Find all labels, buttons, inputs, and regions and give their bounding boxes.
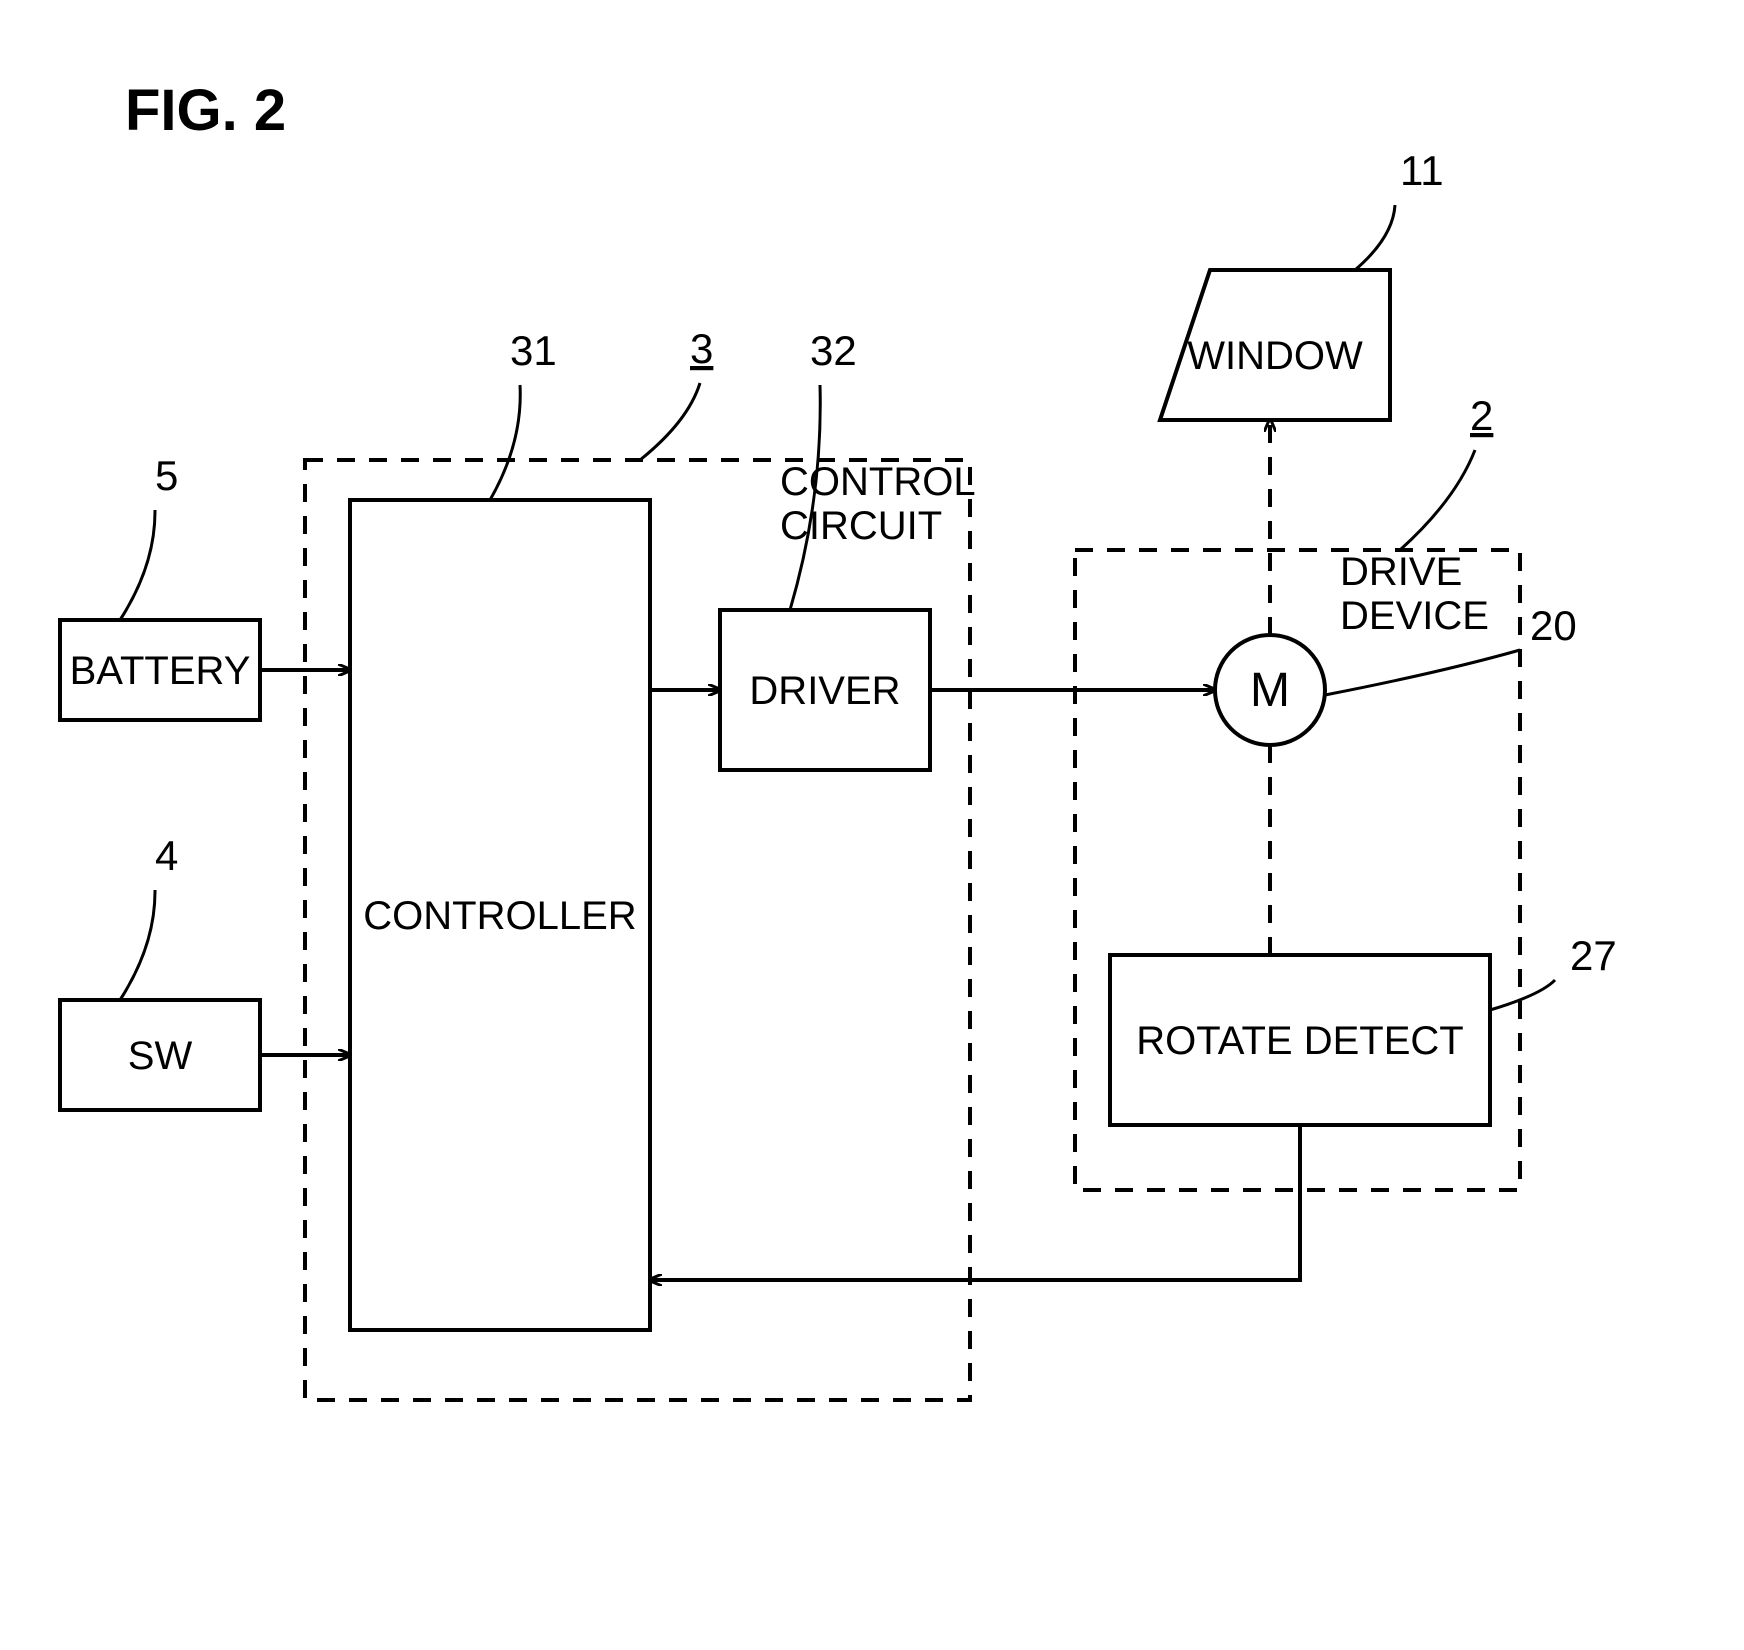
rotate-ref: 27	[1570, 932, 1617, 979]
controller-ref: 31	[510, 327, 557, 374]
leader-5	[1355, 205, 1395, 270]
sw-ref: 4	[155, 832, 178, 879]
window-ref: 11	[1400, 147, 1444, 194]
leader-8	[1490, 980, 1555, 1010]
drive_device-ref: 2	[1470, 392, 1493, 439]
motor-ref: 20	[1530, 602, 1577, 649]
battery-label: BATTERY	[70, 649, 251, 693]
leader-7	[1325, 650, 1520, 695]
motor-label: M	[1250, 664, 1290, 717]
feedback-arrow	[650, 1125, 1300, 1280]
leader-6	[1400, 450, 1475, 550]
control_circuit-ref: 3	[690, 325, 713, 372]
driver-label: DRIVER	[749, 669, 900, 713]
rotate-label: ROTATE DETECT	[1136, 1019, 1463, 1063]
control_circuit-label: CONTROL	[780, 460, 976, 504]
leader-0	[120, 510, 155, 620]
sw-label: SW	[128, 1034, 193, 1078]
control_circuit-label: CIRCUIT	[780, 504, 942, 548]
driver-ref: 32	[810, 327, 857, 374]
window-label: WINDOW	[1187, 334, 1363, 378]
drive_device-label: DRIVE	[1340, 550, 1462, 594]
figure-title: FIG. 2	[125, 78, 286, 143]
drive_device-label: DEVICE	[1340, 594, 1489, 638]
block-diagram: FIG. 2 CONTROLCIRCUIT 3 DRIVEDEVICE 2 BATTERY…	[0, 0, 1744, 1650]
leader-3	[640, 383, 700, 460]
battery-ref: 5	[155, 452, 178, 499]
controller-label: CONTROLLER	[363, 894, 636, 938]
leader-2	[490, 385, 520, 500]
leader-1	[120, 890, 155, 1000]
